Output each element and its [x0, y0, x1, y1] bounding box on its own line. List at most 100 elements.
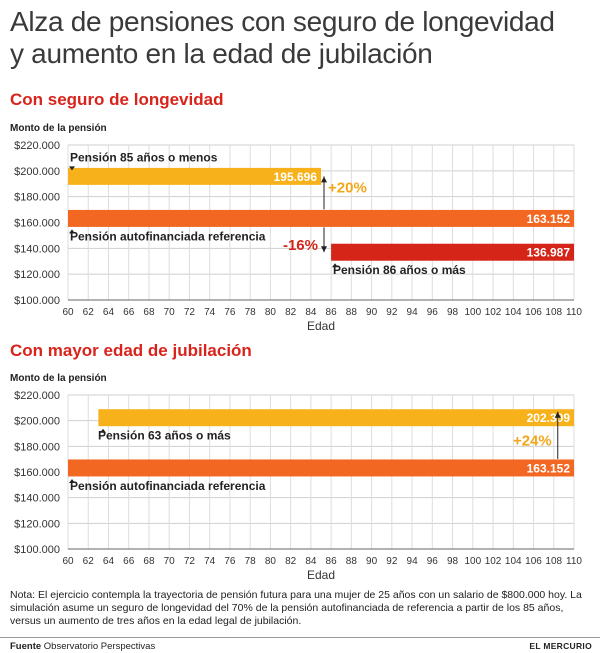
y-tick-label: $140.000	[14, 493, 60, 505]
x-tick-label: 72	[184, 307, 196, 318]
y-tick-label: $100.000	[14, 295, 60, 307]
x-tick-label: 94	[407, 556, 419, 567]
percent-annotation: -16%	[283, 237, 318, 254]
y-tick-label: $180.000	[14, 192, 60, 204]
x-tick-label: 60	[62, 307, 74, 318]
x-tick-label: 84	[305, 556, 317, 567]
x-tick-label: 68	[143, 556, 155, 567]
x-tick-label: 106	[525, 556, 542, 567]
x-tick-label: 66	[123, 307, 135, 318]
x-tick-label: 72	[184, 556, 196, 567]
x-tick-label: 104	[505, 307, 522, 318]
x-tick-label: 64	[103, 307, 115, 318]
y-tick-label: $160.000	[14, 467, 60, 479]
x-tick-label: 82	[285, 556, 297, 567]
x-tick-label: 102	[485, 556, 502, 567]
source: Fuente Observatorio Perspectivas	[10, 641, 155, 652]
x-tick-label: 66	[123, 556, 135, 567]
series-name-label: Pensión 85 años o menos	[70, 150, 218, 164]
label-pointer-icon	[100, 428, 106, 433]
label-pointer-icon	[69, 478, 75, 483]
y-axis-label: Monto de la pensión	[10, 123, 107, 134]
label-pointer-icon	[332, 263, 338, 268]
series-name-label: Pensión 63 años o más	[98, 429, 231, 443]
series-name-label: Pensión autofinanciada referencia	[70, 229, 266, 243]
x-tick-label: 84	[305, 307, 317, 318]
y-tick-label: $120.000	[14, 518, 60, 530]
section-title-longevidad: Con seguro de longevidad	[10, 90, 224, 109]
x-tick-label: 90	[366, 307, 378, 318]
x-tick-label: 100	[464, 556, 481, 567]
bar	[68, 167, 321, 185]
source-text: Observatorio Perspectivas	[43, 641, 156, 652]
x-tick-label: 60	[62, 556, 74, 567]
arrow-up-icon	[321, 176, 327, 183]
x-tick-label: 108	[545, 556, 562, 567]
x-tick-label: 78	[245, 307, 257, 318]
x-tick-label: 88	[346, 307, 358, 318]
page-title: Alza de pensiones con seguro de longevid…	[10, 6, 595, 70]
x-tick-label: 82	[285, 307, 297, 318]
source-label: Fuente	[10, 641, 42, 652]
bar	[331, 243, 574, 261]
y-tick-label: $200.000	[14, 416, 60, 428]
bar-value-label: 136.987	[527, 246, 571, 260]
x-tick-label: 64	[103, 556, 115, 567]
x-tick-label: 106	[525, 307, 542, 318]
x-tick-label: 62	[83, 307, 95, 318]
label-pointer-icon	[69, 229, 75, 234]
y-tick-label: $120.000	[14, 269, 60, 281]
x-tick-label: 88	[346, 556, 358, 567]
x-tick-label: 92	[386, 556, 398, 567]
bar-value-label: 202.309	[527, 411, 571, 425]
x-tick-label: 62	[83, 556, 95, 567]
series-name-label: Pensión autofinanciada referencia	[70, 479, 266, 493]
x-tick-label: 86	[326, 307, 338, 318]
bar	[98, 409, 575, 427]
title-line-1: Alza de pensiones con seguro de longevid…	[10, 6, 555, 37]
x-tick-label: 100	[464, 307, 481, 318]
bar-value-label: 163.152	[527, 461, 571, 475]
bar	[68, 209, 574, 227]
x-tick-label: 80	[265, 307, 277, 318]
series-name-label: Pensión 86 años o más	[333, 263, 466, 277]
x-tick-label: 98	[447, 556, 459, 567]
x-tick-label: 86	[326, 556, 338, 567]
x-tick-label: 110	[566, 307, 582, 318]
bar-value-label: 195.696	[274, 170, 318, 184]
y-tick-label: $140.000	[14, 243, 60, 255]
arrow-up-icon	[554, 411, 561, 418]
charts-canvas: Monto de la pensión $100.000 $120.000 $140.…	[10, 123, 582, 582]
y-tick-label: $200.000	[14, 166, 60, 178]
footer: Fuente Observatorio Perspectivas EL MERC…	[0, 637, 600, 653]
x-tick-label: 108	[545, 307, 562, 318]
section-title-jubilacion: Con mayor edad de jubilación	[10, 341, 252, 360]
y-tick-label: $160.000	[14, 218, 60, 230]
label-pointer-icon	[69, 166, 75, 171]
y-tick-label: $180.000	[14, 441, 60, 453]
y-tick-label: $220.000	[14, 140, 60, 152]
percent-annotation: +20%	[328, 179, 367, 196]
x-tick-label: 92	[386, 307, 398, 318]
x-tick-label: 70	[164, 556, 176, 567]
x-tick-label: 76	[224, 556, 236, 567]
x-tick-label: 76	[224, 307, 236, 318]
x-tick-label: 70	[164, 307, 176, 318]
brand-logo: EL MERCURIO	[529, 641, 592, 651]
x-tick-label: 80	[265, 556, 277, 567]
note-text: Nota: El ejercicio contempla la trayecto…	[10, 589, 582, 627]
x-tick-label: 94	[407, 307, 419, 318]
x-axis-label: Edad	[307, 568, 335, 582]
x-tick-label: 78	[245, 556, 257, 567]
y-axis-label: Monto de la pensión	[10, 373, 107, 384]
x-tick-label: 96	[427, 556, 439, 567]
x-tick-label: 90	[366, 556, 378, 567]
x-tick-label: 110	[566, 556, 582, 567]
y-tick-label: $100.000	[14, 544, 60, 556]
x-tick-label: 74	[204, 556, 216, 567]
x-tick-label: 104	[505, 556, 522, 567]
x-tick-label: 98	[447, 307, 459, 318]
x-axis-label: Edad	[307, 319, 335, 333]
arrow-down-icon	[321, 246, 327, 253]
x-tick-label: 102	[485, 307, 502, 318]
